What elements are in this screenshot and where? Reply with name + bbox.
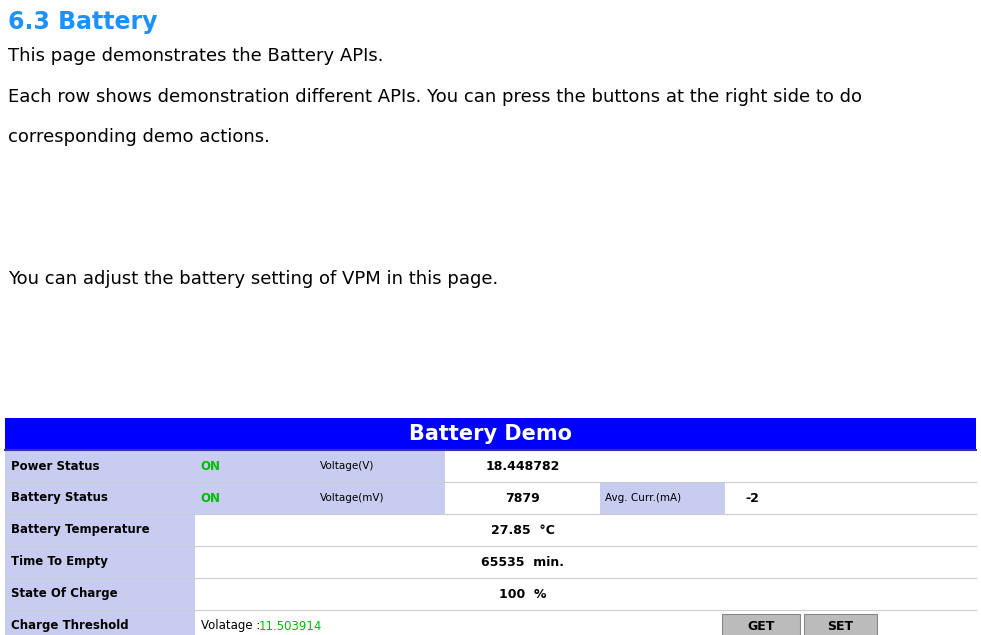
Text: 100  %: 100 %: [498, 587, 546, 601]
Text: Each row shows demonstration different APIs. You can press the buttons at the ri: Each row shows demonstration different A…: [8, 88, 862, 106]
Bar: [600, 482, 725, 514]
Bar: [445, 578, 600, 610]
Text: Battery Status: Battery Status: [11, 491, 108, 504]
Bar: [445, 546, 600, 578]
Text: 11.503914: 11.503914: [259, 620, 323, 632]
Bar: [5, 610, 195, 635]
Text: You can adjust the battery setting of VPM in this page.: You can adjust the battery setting of VP…: [8, 270, 498, 288]
Bar: [722, 614, 800, 635]
Text: Battery Temperature: Battery Temperature: [11, 523, 150, 537]
Text: Battery Demo: Battery Demo: [409, 424, 572, 444]
Bar: [5, 450, 195, 482]
Text: -2: -2: [745, 491, 759, 504]
Bar: [725, 482, 976, 514]
Text: GET: GET: [748, 620, 775, 632]
Bar: [445, 450, 600, 482]
Bar: [195, 482, 315, 514]
Bar: [315, 450, 445, 482]
Bar: [5, 546, 195, 578]
Text: Time To Empty: Time To Empty: [11, 556, 108, 568]
Text: SET: SET: [827, 620, 853, 632]
Bar: [5, 482, 195, 514]
Text: State Of Charge: State Of Charge: [11, 587, 118, 601]
Text: Volatage :: Volatage :: [201, 620, 264, 632]
Text: ON: ON: [200, 460, 220, 472]
Bar: [445, 514, 600, 546]
Text: corresponding demo actions.: corresponding demo actions.: [8, 128, 270, 146]
Bar: [195, 450, 315, 482]
Text: 7879: 7879: [505, 491, 540, 504]
Bar: [315, 482, 445, 514]
Text: Avg. Curr.(mA): Avg. Curr.(mA): [605, 493, 681, 503]
Text: 18.448782: 18.448782: [486, 460, 560, 472]
Bar: [804, 614, 877, 635]
Text: Voltage(mV): Voltage(mV): [320, 493, 385, 503]
Text: Power Status: Power Status: [11, 460, 99, 472]
Text: This page demonstrates the Battery APIs.: This page demonstrates the Battery APIs.: [8, 47, 384, 65]
Text: 65535  min.: 65535 min.: [481, 556, 564, 568]
Text: 27.85  °C: 27.85 °C: [490, 523, 554, 537]
Text: ON: ON: [200, 491, 220, 504]
Bar: [5, 514, 195, 546]
Bar: [445, 482, 600, 514]
Bar: [195, 610, 720, 635]
Bar: [5, 418, 976, 450]
Bar: [5, 578, 195, 610]
Text: Voltage(V): Voltage(V): [320, 461, 375, 471]
Text: 6.3 Battery: 6.3 Battery: [8, 10, 158, 34]
Text: Charge Threshold: Charge Threshold: [11, 620, 129, 632]
